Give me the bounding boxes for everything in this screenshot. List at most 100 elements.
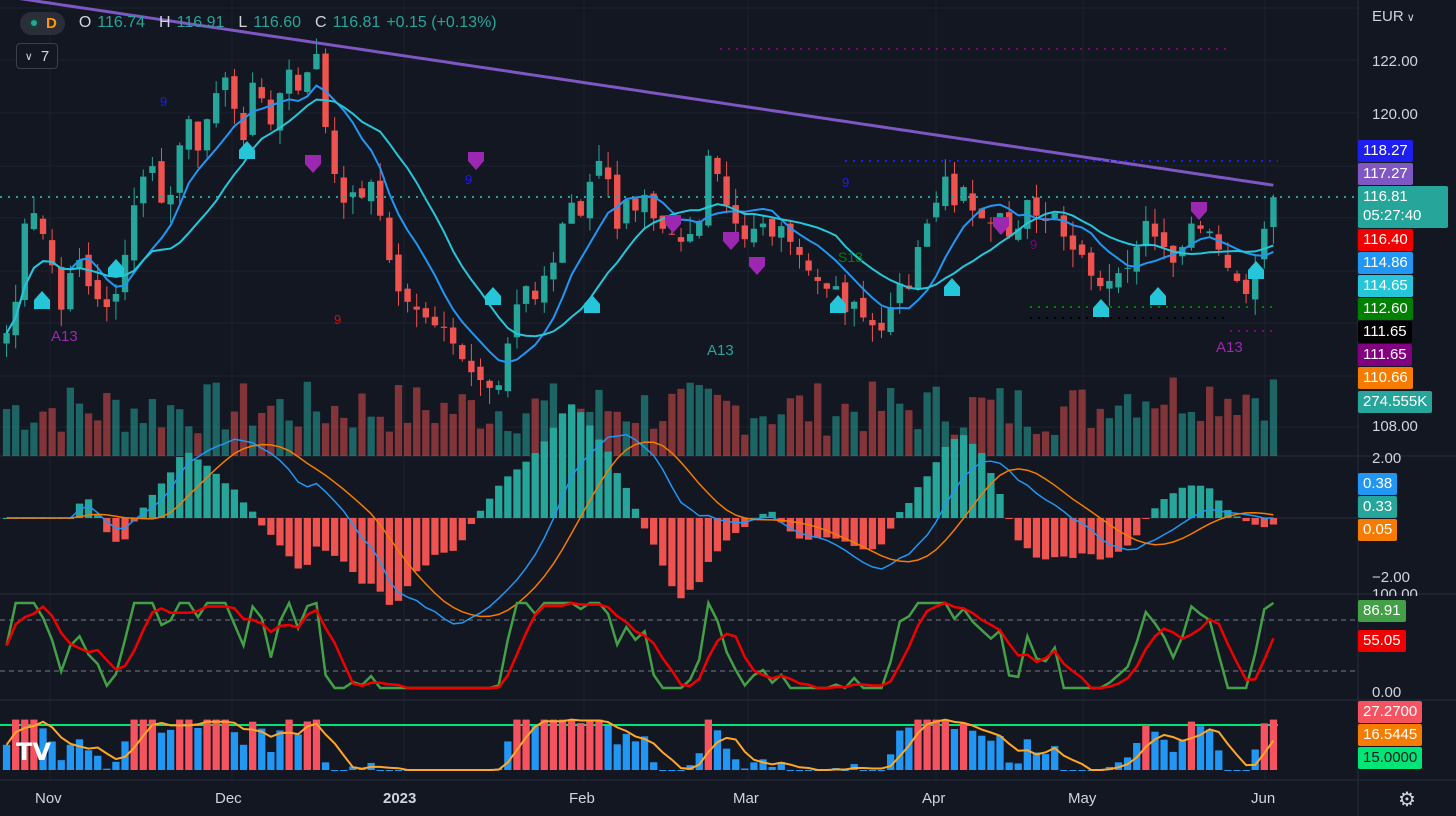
macd-histogram-bar <box>403 518 412 587</box>
candle-body <box>513 304 521 338</box>
volume-bar <box>485 423 494 456</box>
currency-select[interactable]: EUR ∨ <box>1372 8 1415 25</box>
candle-body <box>841 282 849 313</box>
macd-histogram-bar <box>850 518 858 547</box>
adx-bar <box>1260 723 1268 770</box>
candle-body <box>1206 231 1213 234</box>
macd-histogram-bar <box>1041 518 1050 560</box>
volume-bar <box>1060 406 1068 456</box>
macd-histogram-bar <box>686 518 694 590</box>
volume-bar <box>367 416 375 456</box>
volume-bar <box>112 399 120 456</box>
volume-bar <box>1242 394 1250 456</box>
volume-bar <box>841 403 849 456</box>
close-value: 116.81 <box>332 14 381 31</box>
adx-bar <box>640 736 649 770</box>
volume-bar <box>185 426 193 456</box>
macd-histogram-bar <box>285 518 293 557</box>
chevron-down-icon: ∨ <box>24 50 33 63</box>
volume-bar <box>458 394 466 456</box>
sell-marker <box>749 257 765 275</box>
stoch-tick: 0.00 <box>1372 684 1402 701</box>
macd-histogram-bar <box>896 512 904 518</box>
volume-bar <box>139 423 147 456</box>
macd-histogram-bar <box>786 518 795 532</box>
volume-bar <box>1032 433 1041 456</box>
candle-body <box>194 121 202 151</box>
candle-body <box>1133 247 1140 272</box>
macd-histogram-bar <box>513 469 521 518</box>
volume-bar <box>176 409 184 456</box>
adx-bar <box>877 770 886 771</box>
candle-body <box>295 74 302 91</box>
volume-bar <box>914 429 922 456</box>
macd-histogram-bar <box>1051 518 1059 558</box>
buy-marker <box>1093 299 1109 317</box>
candle-body <box>869 320 876 326</box>
candle-body <box>750 228 758 243</box>
candle-body <box>759 223 767 228</box>
candle-body <box>677 237 685 242</box>
macd-histogram-bar <box>221 483 229 518</box>
candle-body <box>568 202 575 224</box>
adx-bar <box>385 770 394 771</box>
volume-bar <box>340 417 348 456</box>
volume-bar <box>886 388 895 456</box>
macd-histogram-bar <box>941 446 949 518</box>
candle-body <box>459 345 466 360</box>
adx-bar <box>750 762 758 770</box>
close-label: C <box>315 14 327 31</box>
candle-body <box>778 226 785 238</box>
candle-body <box>896 283 903 304</box>
adx-bar <box>212 719 220 770</box>
adx-bar <box>886 754 895 770</box>
macd-histogram-bar <box>969 443 977 518</box>
symbol-pill[interactable]: D <box>20 11 65 35</box>
volume-bar <box>540 400 548 456</box>
volume-bar <box>1187 411 1196 456</box>
candle-body <box>723 176 730 206</box>
volume-bar <box>121 431 129 456</box>
indicators-toggle-button[interactable]: ∨ 7 <box>16 43 58 69</box>
chevron-down-icon: ∨ <box>1403 12 1415 24</box>
sell-marker <box>665 215 681 233</box>
macd-histogram-bar <box>166 472 175 518</box>
open-value: 116.74 <box>97 14 146 31</box>
adx-bar <box>1187 721 1196 770</box>
volume-bar <box>1078 389 1086 456</box>
buy-marker <box>239 141 255 159</box>
macd-histogram-bar <box>248 511 257 518</box>
volume-bar <box>850 411 858 456</box>
gear-icon[interactable]: ⚙ <box>1398 789 1416 811</box>
ma-slow-line <box>5 98 1274 338</box>
volume-bar <box>1196 420 1205 456</box>
macd-histogram-bar <box>458 518 466 541</box>
adx-bar <box>1041 754 1050 770</box>
volume-bar <box>1260 420 1268 456</box>
candle-body <box>1224 254 1232 268</box>
low-label: L <box>238 14 248 31</box>
candle-body <box>422 308 430 318</box>
macd-histogram-bar <box>877 518 886 545</box>
candle-body <box>222 77 229 91</box>
adx-bar <box>795 770 804 771</box>
volume-bar <box>1233 415 1241 456</box>
candle-body <box>21 223 28 300</box>
candle-body <box>67 273 74 310</box>
adx-bar <box>777 762 785 770</box>
candle-body <box>1179 247 1186 257</box>
volume-bar <box>1133 417 1141 456</box>
macd-histogram-bar <box>604 451 612 518</box>
macd-histogram-bar <box>1023 518 1032 549</box>
time-tick: Nov <box>35 790 62 807</box>
macd-histogram-bar <box>832 518 840 539</box>
macd-histogram-bar <box>768 511 776 518</box>
macd-histogram-bar <box>823 518 831 538</box>
macd-histogram-bar <box>1187 485 1196 518</box>
candle-body <box>850 301 858 309</box>
adx-bar <box>57 760 65 770</box>
candle-body <box>185 119 193 150</box>
volume-bar <box>39 411 47 456</box>
volume-bar <box>823 435 831 456</box>
